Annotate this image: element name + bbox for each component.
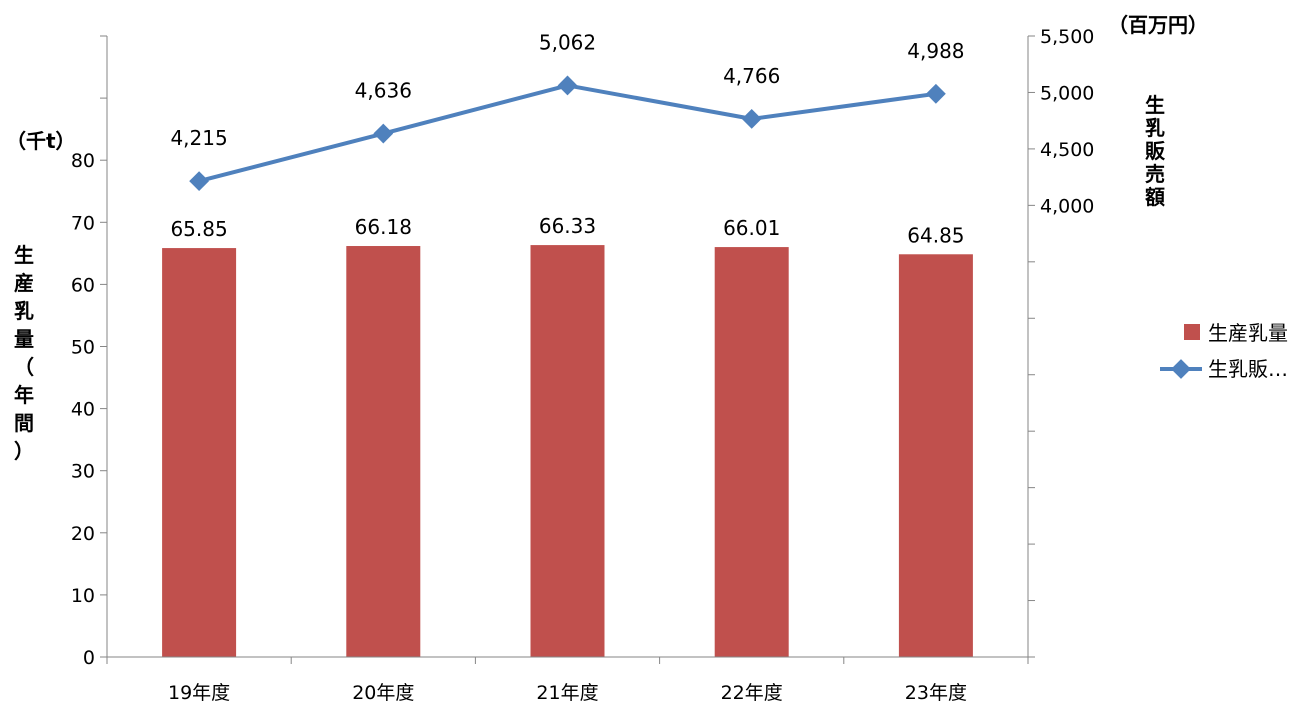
series-line <box>198 83 937 184</box>
right-tick-label: 5,500 <box>1040 26 1094 48</box>
left-axis-label-char: （ <box>14 355 34 379</box>
left-axis-label-char: 年 <box>14 383 34 407</box>
left-tick-label: 70 <box>71 212 95 234</box>
legend-label-line: 生乳販… <box>1208 357 1288 381</box>
left-tick-label: 0 <box>83 647 95 669</box>
line-series: 4,215 4,636 5,062 4,766 4,988 <box>170 30 965 191</box>
bar-data-label: 64.85 <box>907 223 964 247</box>
legend-marker-line <box>1171 359 1191 379</box>
bar-data-label: 66.33 <box>539 214 596 238</box>
right-tick-label: 4,000 <box>1040 195 1094 217</box>
left-axis-label-char: 量 <box>14 327 34 351</box>
x-tick-label: 23年度 <box>905 682 967 704</box>
line-data-label: 4,636 <box>355 79 412 103</box>
line-data-label: 5,062 <box>539 30 596 54</box>
left-axis-unit: （千t） <box>6 129 76 153</box>
bar <box>898 254 973 657</box>
left-tick-label: 50 <box>71 337 95 359</box>
bar-series: 65.85 66.18 66.33 66.01 64.85 <box>162 214 973 658</box>
line-point <box>557 75 578 96</box>
right-tick-label: 4,500 <box>1040 139 1094 161</box>
left-axis-label-char: ） <box>14 439 34 463</box>
x-tick-label: 20年度 <box>352 682 414 704</box>
bar-data-label: 65.85 <box>170 217 227 241</box>
legend: 生産乳量 生乳販… <box>1160 321 1288 381</box>
left-axis-label-char: 生 <box>14 243 34 267</box>
left-tick-label: 10 <box>71 585 95 607</box>
right-axis-label-char: 額 <box>1144 185 1165 209</box>
right-axis-unit: （百万円） <box>1108 13 1208 37</box>
bar <box>346 246 421 657</box>
left-tick-label: 30 <box>71 461 95 483</box>
line-data-label: 4,766 <box>723 64 780 88</box>
x-tick-label: 21年度 <box>536 682 598 704</box>
axes: 0 10 20 30 40 50 60 70 80 4,000 4,500 5,000 5,500 19年… <box>71 26 1095 704</box>
bar <box>162 248 237 657</box>
left-axis-label-char: 間 <box>14 411 34 435</box>
x-tick-label: 22年度 <box>721 682 783 704</box>
left-axis-label-char: 乳 <box>14 299 34 323</box>
left-tick-label: 20 <box>71 523 95 545</box>
bar-data-label: 66.01 <box>723 216 780 240</box>
legend-swatch-bar <box>1184 324 1200 340</box>
right-axis-label-char: 生 <box>1145 93 1165 117</box>
bar-data-label: 66.18 <box>355 215 412 239</box>
line-point <box>926 83 946 104</box>
right-axis-label-char: 売 <box>1145 162 1165 186</box>
left-axis-label: 生産乳量 （ 年間 ） <box>14 243 34 463</box>
line-point <box>741 108 762 129</box>
bar <box>530 245 605 657</box>
left-tick-label: 80 <box>71 150 95 172</box>
bar <box>714 247 789 658</box>
right-axis-label-char: 販 <box>1145 139 1166 163</box>
line-point <box>189 171 209 191</box>
right-axis-label-char: 乳 <box>1145 116 1165 140</box>
line-data-label: 4,215 <box>170 126 227 150</box>
line-point <box>373 123 394 144</box>
legend-label-bar: 生産乳量 <box>1208 321 1288 345</box>
right-tick-label: 5,000 <box>1040 82 1094 104</box>
x-tick-label: 19年度 <box>168 682 230 704</box>
left-tick-label: 60 <box>71 274 95 296</box>
line-data-label: 4,988 <box>907 39 964 63</box>
left-tick-label: 40 <box>71 399 95 421</box>
left-axis-label-char: 産 <box>14 271 34 295</box>
